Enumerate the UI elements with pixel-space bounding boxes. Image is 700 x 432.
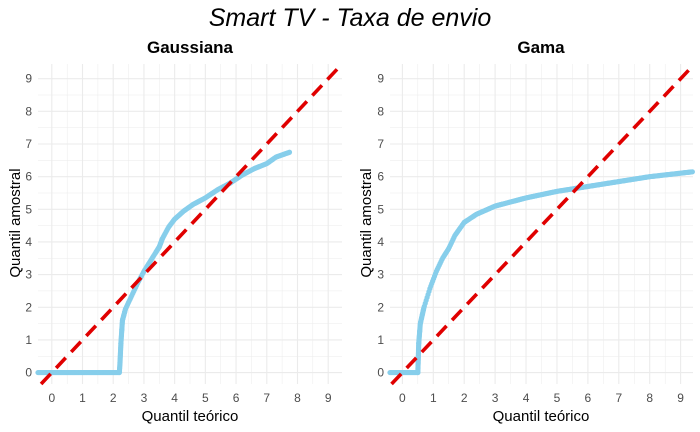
panel-gama: Gama Quantil teórico Quantil amostral 0 1… [358,38,695,425]
y-tick-label: 6 [377,170,384,184]
y-tick-label: 0 [25,366,32,380]
y-tick-label: 2 [377,300,384,314]
qq-points [35,149,293,376]
x-tick-label: 2 [461,391,468,405]
figure-title: Smart TV - Taxa de envio [209,4,492,32]
y-tick-label: 7 [377,137,384,151]
y-tick-label: 9 [25,72,32,86]
x-tick-label: 1 [79,391,86,405]
data-point [421,305,427,311]
y-tick-label: 1 [25,333,32,347]
x-tick-label: 1 [430,391,437,405]
y-tick-label: 6 [25,170,32,184]
x-tick-label: 3 [492,391,499,405]
x-tick-label: 0 [48,391,55,405]
x-tick-label: 7 [263,391,270,405]
y-tick-label: 0 [377,366,384,380]
x-tick-label: 3 [141,391,148,405]
y-axis-label: Quantil amostral [7,168,24,277]
y-axis-label: Quantil amostral [358,168,375,277]
y-tick-label: 4 [25,235,32,249]
reference-line [39,62,344,386]
panel-title: Gaussiana [147,38,234,57]
data-point [689,169,695,175]
x-tick-label: 8 [646,391,653,405]
x-tick-label: 4 [171,391,178,405]
y-tick-label: 8 [377,104,384,118]
y-tick-label: 5 [25,202,32,216]
x-tick-label: 6 [233,391,240,405]
y-tick-label: 5 [377,202,384,216]
qq-points [387,169,695,376]
panel-gaussiana: Gaussiana Quantil teórico Quantil amostr… [7,38,344,425]
x-tick-label: 5 [554,391,561,405]
x-tick-label: 2 [110,391,117,405]
y-tick-label: 7 [25,137,32,151]
y-tick-label: 4 [377,235,384,249]
data-point [159,236,165,242]
panel-title: Gama [517,38,565,57]
grid [390,64,693,384]
x-tick-label: 5 [202,391,209,405]
x-tick-label: 8 [294,391,301,405]
y-tick-label: 8 [25,104,32,118]
x-tick-label: 0 [399,391,406,405]
x-tick-label: 7 [615,391,622,405]
data-point [122,307,128,313]
x-tick-label: 9 [677,391,684,405]
x-tick-label: 9 [325,391,332,405]
y-tick-label: 9 [377,72,384,86]
y-tick-label: 2 [25,300,32,314]
x-axis-label: Quantil teórico [493,408,590,425]
y-tick-label: 3 [25,268,32,282]
y-tick-label: 3 [377,268,384,282]
grid [38,64,342,384]
reference-line [390,64,695,386]
x-tick-label: 6 [585,391,592,405]
data-point [286,149,293,155]
x-axis-label: Quantil teórico [142,408,239,425]
x-tick-label: 4 [523,391,530,405]
y-tick-label: 1 [377,333,384,347]
